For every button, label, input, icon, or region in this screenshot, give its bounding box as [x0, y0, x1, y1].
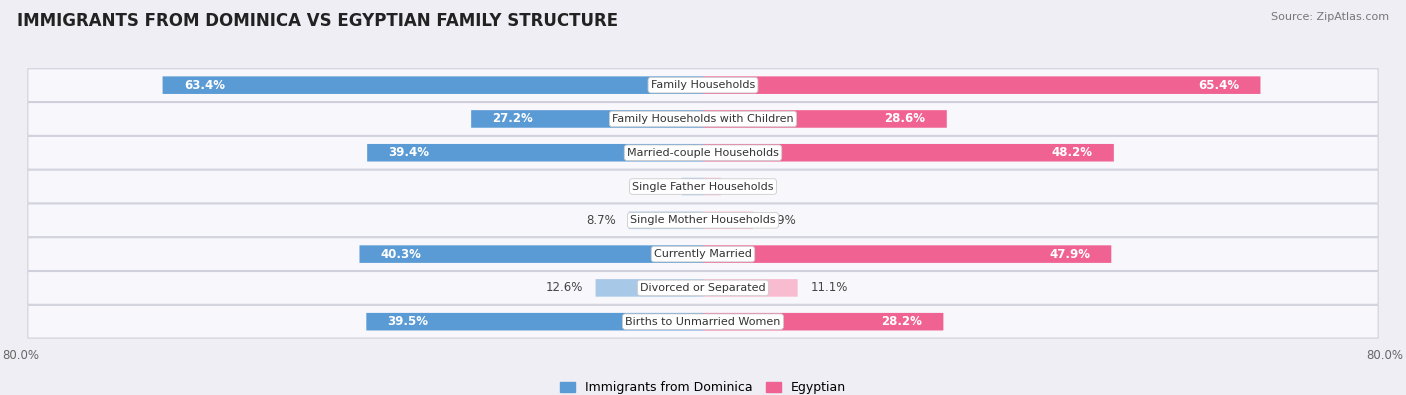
FancyBboxPatch shape: [703, 76, 1260, 94]
Text: 5.9%: 5.9%: [766, 214, 796, 227]
Text: Births to Unmarried Women: Births to Unmarried Women: [626, 317, 780, 327]
FancyBboxPatch shape: [703, 144, 1114, 162]
Text: Family Households: Family Households: [651, 80, 755, 90]
FancyBboxPatch shape: [367, 144, 703, 162]
FancyBboxPatch shape: [28, 103, 1378, 135]
FancyBboxPatch shape: [28, 170, 1378, 203]
FancyBboxPatch shape: [28, 271, 1378, 304]
Text: 2.5%: 2.5%: [640, 180, 669, 193]
Text: 39.4%: 39.4%: [388, 146, 429, 159]
FancyBboxPatch shape: [28, 69, 1378, 102]
FancyBboxPatch shape: [28, 238, 1378, 271]
Text: 11.1%: 11.1%: [810, 281, 848, 294]
Text: 63.4%: 63.4%: [184, 79, 225, 92]
Text: 48.2%: 48.2%: [1052, 146, 1092, 159]
Text: Source: ZipAtlas.com: Source: ZipAtlas.com: [1271, 12, 1389, 22]
FancyBboxPatch shape: [703, 212, 754, 229]
Text: 39.5%: 39.5%: [388, 315, 429, 328]
Text: Single Mother Households: Single Mother Households: [630, 215, 776, 225]
FancyBboxPatch shape: [703, 110, 946, 128]
Text: 65.4%: 65.4%: [1198, 79, 1239, 92]
Text: IMMIGRANTS FROM DOMINICA VS EGYPTIAN FAMILY STRUCTURE: IMMIGRANTS FROM DOMINICA VS EGYPTIAN FAM…: [17, 12, 619, 30]
Text: 40.3%: 40.3%: [381, 248, 422, 261]
FancyBboxPatch shape: [367, 313, 703, 331]
FancyBboxPatch shape: [596, 279, 703, 297]
FancyBboxPatch shape: [163, 76, 703, 94]
Text: Family Households with Children: Family Households with Children: [612, 114, 794, 124]
Text: Married-couple Households: Married-couple Households: [627, 148, 779, 158]
FancyBboxPatch shape: [28, 204, 1378, 237]
Text: 8.7%: 8.7%: [586, 214, 616, 227]
FancyBboxPatch shape: [703, 279, 797, 297]
FancyBboxPatch shape: [471, 110, 703, 128]
FancyBboxPatch shape: [28, 305, 1378, 338]
FancyBboxPatch shape: [682, 178, 703, 195]
FancyBboxPatch shape: [360, 245, 703, 263]
FancyBboxPatch shape: [628, 212, 703, 229]
FancyBboxPatch shape: [703, 178, 721, 195]
FancyBboxPatch shape: [703, 313, 943, 331]
Text: Single Father Households: Single Father Households: [633, 182, 773, 192]
Text: 2.1%: 2.1%: [734, 180, 763, 193]
FancyBboxPatch shape: [703, 245, 1111, 263]
FancyBboxPatch shape: [28, 136, 1378, 169]
Text: 47.9%: 47.9%: [1049, 248, 1090, 261]
Text: 28.2%: 28.2%: [882, 315, 922, 328]
Legend: Immigrants from Dominica, Egyptian: Immigrants from Dominica, Egyptian: [555, 376, 851, 395]
Text: Currently Married: Currently Married: [654, 249, 752, 259]
Text: 27.2%: 27.2%: [492, 113, 533, 126]
Text: 28.6%: 28.6%: [884, 113, 925, 126]
Text: 12.6%: 12.6%: [546, 281, 583, 294]
Text: Divorced or Separated: Divorced or Separated: [640, 283, 766, 293]
